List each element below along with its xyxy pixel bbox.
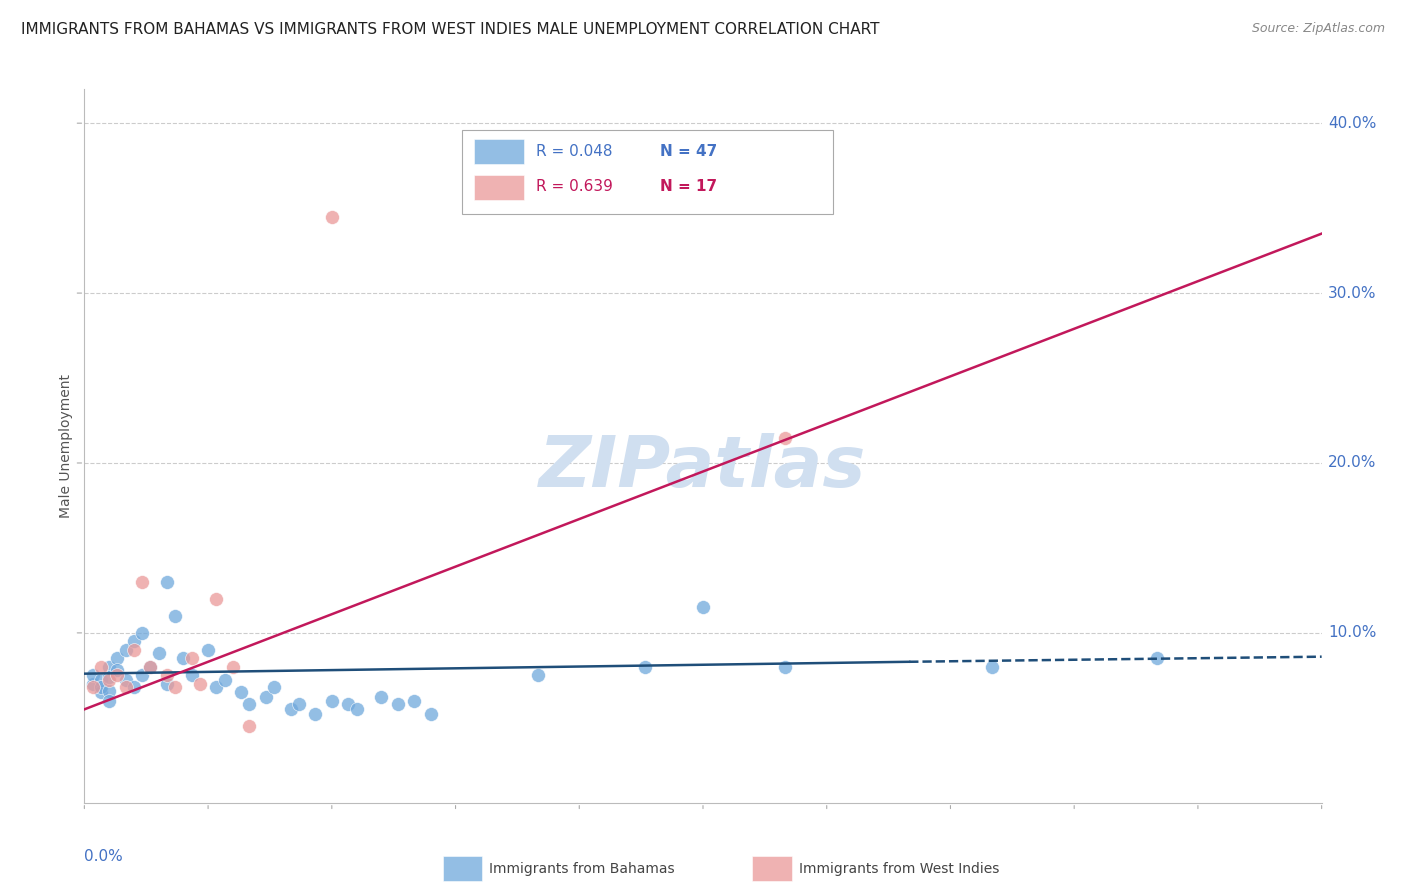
Point <box>222 660 245 674</box>
Text: N = 17: N = 17 <box>659 179 717 194</box>
Point <box>321 210 343 224</box>
Point <box>527 668 550 682</box>
Text: 0.0%: 0.0% <box>84 849 124 864</box>
Text: 40.0%: 40.0% <box>1327 116 1376 131</box>
Point <box>114 643 136 657</box>
Point <box>404 694 426 708</box>
Point <box>165 608 187 623</box>
Point <box>370 690 392 705</box>
Point <box>387 698 409 712</box>
Point <box>82 680 104 694</box>
Point <box>165 680 187 694</box>
Point <box>122 643 145 657</box>
Point <box>156 668 179 682</box>
Text: Source: ZipAtlas.com: Source: ZipAtlas.com <box>1251 22 1385 36</box>
Point <box>288 698 311 712</box>
Point <box>82 668 104 682</box>
Point <box>114 673 136 688</box>
Point <box>775 660 797 674</box>
Point <box>82 677 104 691</box>
Point <box>98 670 121 684</box>
FancyBboxPatch shape <box>461 130 832 214</box>
Point <box>131 668 153 682</box>
Point <box>238 698 260 712</box>
Point <box>188 677 211 691</box>
Point <box>98 660 121 674</box>
Y-axis label: Male Unemployment: Male Unemployment <box>59 374 73 518</box>
Point <box>775 430 797 444</box>
Text: IMMIGRANTS FROM BAHAMAS VS IMMIGRANTS FROM WEST INDIES MALE UNEMPLOYMENT CORRELA: IMMIGRANTS FROM BAHAMAS VS IMMIGRANTS FR… <box>21 22 880 37</box>
FancyBboxPatch shape <box>474 139 523 164</box>
Point <box>172 651 194 665</box>
Point <box>634 660 657 674</box>
Point <box>122 680 145 694</box>
Text: Immigrants from West Indies: Immigrants from West Indies <box>799 862 1000 876</box>
Point <box>304 707 326 722</box>
Point <box>419 707 441 722</box>
Text: R = 0.639: R = 0.639 <box>536 179 613 194</box>
Point <box>205 591 228 606</box>
Text: 10.0%: 10.0% <box>1327 625 1376 640</box>
Point <box>1146 651 1168 665</box>
Point <box>139 660 162 674</box>
Point <box>131 574 153 589</box>
Point <box>254 690 277 705</box>
Point <box>180 651 202 665</box>
Point <box>280 702 302 716</box>
Text: ZIPatlas: ZIPatlas <box>540 433 866 502</box>
Point <box>98 694 121 708</box>
Point <box>156 677 179 691</box>
Point <box>197 643 219 657</box>
Text: R = 0.048: R = 0.048 <box>536 144 613 159</box>
Point <box>180 668 202 682</box>
Point <box>114 680 136 694</box>
Point <box>229 685 252 699</box>
Point <box>139 660 162 674</box>
Point <box>148 646 170 660</box>
Point <box>90 660 112 674</box>
Point <box>980 660 1002 674</box>
Point <box>98 683 121 698</box>
FancyBboxPatch shape <box>474 175 523 200</box>
Text: 20.0%: 20.0% <box>1327 456 1376 470</box>
Point <box>214 673 236 688</box>
Point <box>238 719 260 733</box>
Point <box>156 574 179 589</box>
Point <box>263 680 285 694</box>
Text: N = 47: N = 47 <box>659 144 717 159</box>
Point <box>105 663 128 677</box>
Text: Immigrants from Bahamas: Immigrants from Bahamas <box>489 862 675 876</box>
Text: 30.0%: 30.0% <box>1327 285 1376 301</box>
Point <box>337 698 360 712</box>
Point <box>90 673 112 688</box>
Point <box>122 634 145 648</box>
Point <box>90 685 112 699</box>
Point <box>346 702 368 716</box>
Point <box>205 680 228 694</box>
Point <box>131 626 153 640</box>
Point <box>692 600 714 615</box>
Point <box>90 680 112 694</box>
Point <box>105 668 128 682</box>
Point <box>321 694 343 708</box>
Point <box>105 651 128 665</box>
Point <box>98 673 121 688</box>
